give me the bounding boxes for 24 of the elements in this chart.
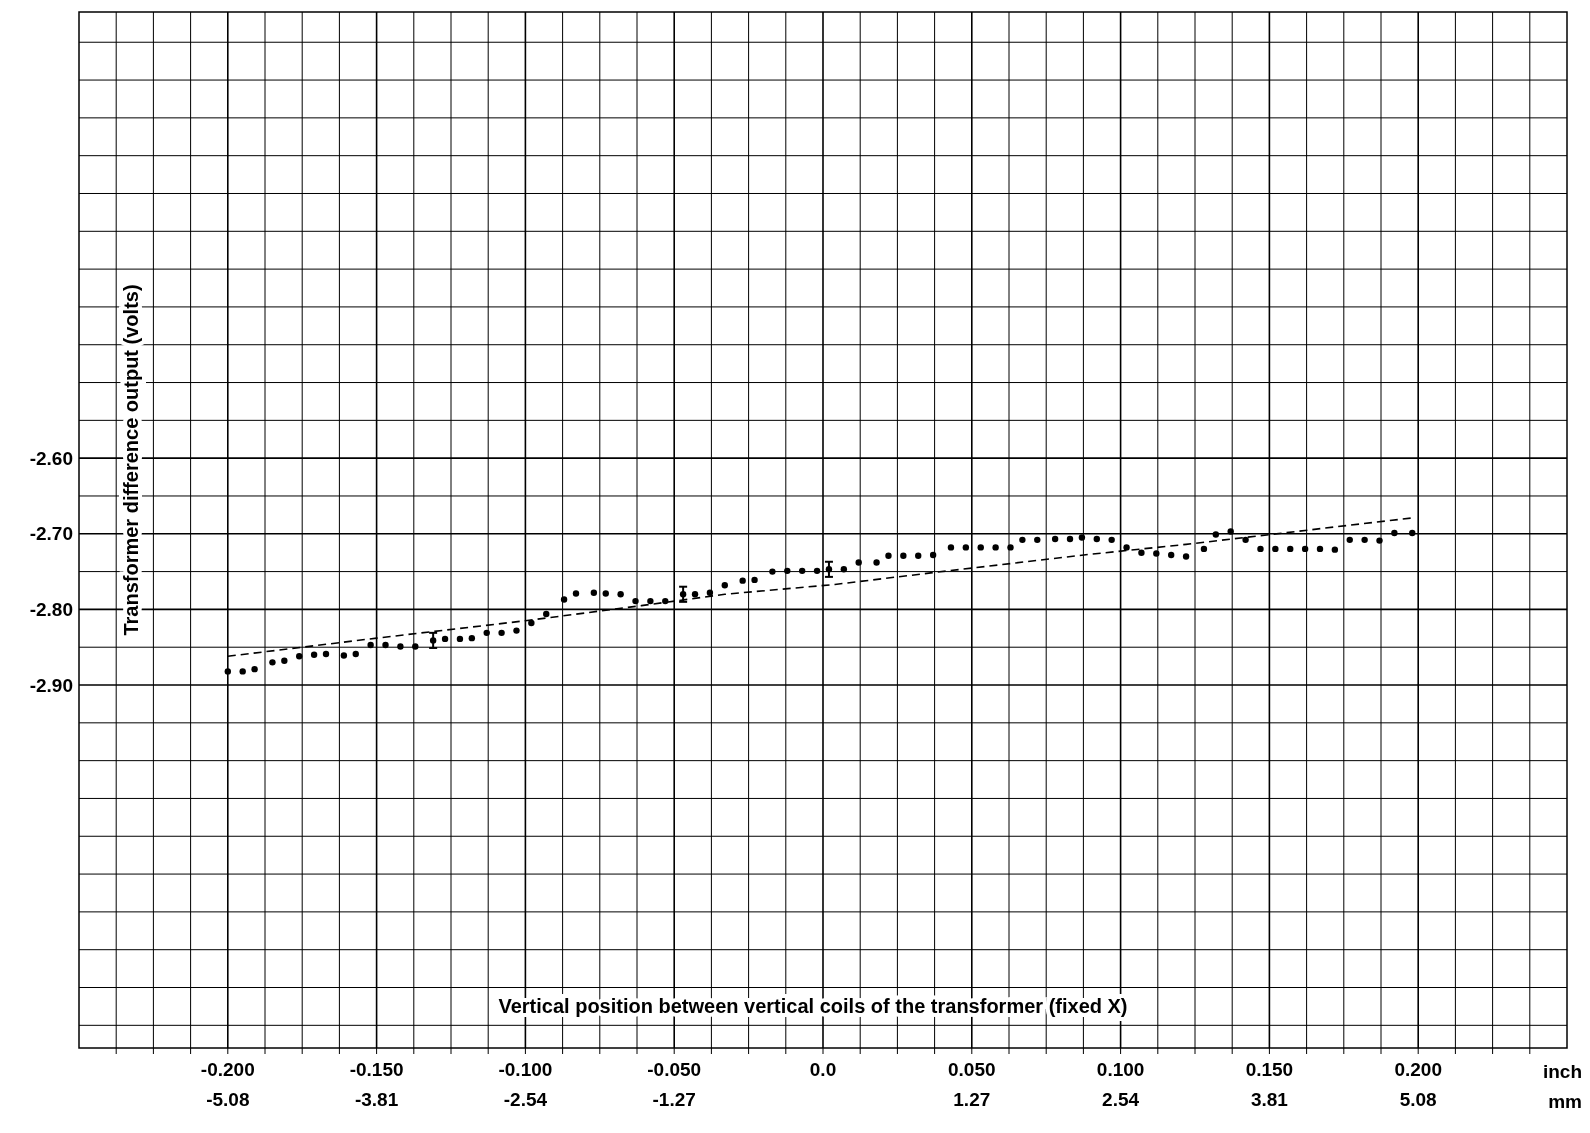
x2-tick-label: -5.08 <box>206 1089 250 1110</box>
text: mm <box>1548 1091 1582 1112</box>
x2-tick-label: 3.81 <box>1250 1089 1289 1110</box>
x2-tick-label: 2.54 <box>1102 1089 1140 1110</box>
x-tick-label: 0.200 <box>1394 1059 1442 1080</box>
x2-tick-label: 1.27 <box>953 1089 991 1110</box>
x-tick-label: 0.0 <box>809 1059 837 1080</box>
x-tick-label: 0.050 <box>948 1059 996 1080</box>
y-axis-title: Transformer difference output (volts) <box>120 284 142 636</box>
x-tick-label: -0.200 <box>200 1059 255 1080</box>
x-tick-label: -0.100 <box>498 1059 553 1080</box>
x2-tick-label: -2.54 <box>503 1089 548 1110</box>
x2-tick-label: -1.27 <box>652 1089 696 1110</box>
y-tick-label: -2.80 <box>29 599 73 621</box>
y-tick-label: -2.60 <box>29 447 73 469</box>
text: inch <box>1542 1061 1582 1082</box>
x-tick-label: 0.100 <box>1096 1059 1145 1080</box>
x-tick-label: -0.150 <box>349 1059 404 1080</box>
x2-tick-label: 5.08 <box>1399 1089 1437 1110</box>
y-tick-label: -2.70 <box>29 523 73 545</box>
x-tick-label: 0.150 <box>1245 1059 1294 1080</box>
x-tick-label: -0.050 <box>647 1059 702 1080</box>
y-tick-label: -2.90 <box>29 674 73 696</box>
x2-tick-label: -3.81 <box>354 1089 399 1110</box>
